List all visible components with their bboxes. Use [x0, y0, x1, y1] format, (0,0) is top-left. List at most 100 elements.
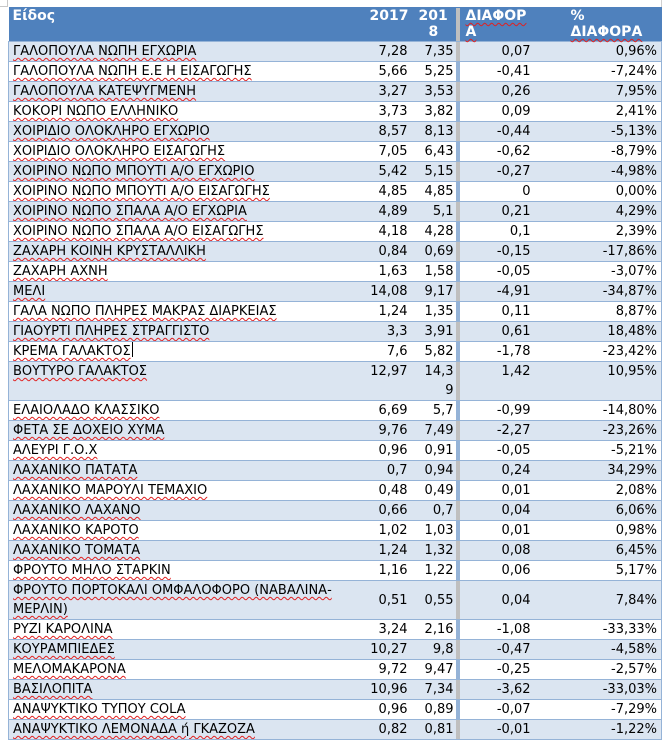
difference-cell[interactable]: -1,78: [459, 341, 563, 362]
price-2017-cell[interactable]: 3,27: [341, 81, 413, 102]
price-2017-cell[interactable]: 1,02: [341, 520, 413, 541]
difference-cell[interactable]: 0,07: [459, 41, 563, 62]
price-2017-cell[interactable]: 10,96: [341, 679, 413, 700]
header-item[interactable]: Είδος: [8, 7, 342, 42]
percent-difference-cell[interactable]: -7,29%: [562, 699, 662, 720]
percent-difference-cell[interactable]: -4,98%: [562, 161, 662, 182]
percent-difference-cell[interactable]: -3,07%: [562, 261, 662, 282]
price-2018-cell[interactable]: 0,49: [412, 480, 456, 501]
item-name-cell[interactable]: ΛΑΧΑΝΙΚΟ ΚΑΡΟΤΟ: [8, 520, 342, 541]
percent-difference-cell[interactable]: -2,57%: [562, 659, 662, 680]
difference-cell[interactable]: -2,27: [459, 420, 563, 441]
percent-difference-cell[interactable]: 2,39%: [562, 221, 662, 242]
price-2017-cell[interactable]: 1,24: [341, 540, 413, 561]
price-2017-cell[interactable]: 0,96: [341, 440, 413, 461]
percent-difference-cell[interactable]: -5,13%: [562, 121, 662, 142]
price-2017-cell[interactable]: 5,66: [341, 61, 413, 82]
difference-cell[interactable]: -0,62: [459, 141, 563, 162]
difference-cell[interactable]: -0,07: [459, 699, 563, 720]
price-2017-cell[interactable]: 10,27: [341, 639, 413, 660]
price-2017-cell[interactable]: 9,76: [341, 420, 413, 441]
price-2017-cell[interactable]: 5,42: [341, 161, 413, 182]
item-name-cell[interactable]: ΛΑΧΑΝΙΚΟ ΤΟΜΑΤΑ: [8, 540, 342, 561]
difference-cell[interactable]: 0,1: [459, 221, 563, 242]
percent-difference-cell[interactable]: 2,41%: [562, 101, 662, 122]
price-2017-cell[interactable]: 3,3: [341, 321, 413, 342]
item-name-cell[interactable]: ΑΛΕΥΡΙ Γ.Ο.Χ: [8, 440, 342, 461]
price-2017-cell[interactable]: 1,63: [341, 261, 413, 282]
price-2018-cell[interactable]: 5,82: [412, 341, 456, 362]
price-2018-cell[interactable]: 3,91: [412, 321, 456, 342]
price-2018-cell[interactable]: 1,35: [412, 301, 456, 322]
price-2018-cell[interactable]: 9,47: [412, 659, 456, 680]
percent-difference-cell[interactable]: 18,48%: [562, 321, 662, 342]
item-name-cell[interactable]: ΖΑΧΑΡΗ ΑΧΝΗ: [8, 261, 342, 282]
price-2018-cell[interactable]: 6,43: [412, 141, 456, 162]
price-2017-cell[interactable]: 4,85: [341, 181, 413, 202]
item-name-cell[interactable]: ΛΑΧΑΝΙΚΟ ΜΑΡΟΥΛΙ ΤΕΜΑΧΙΟ: [8, 480, 342, 501]
difference-cell[interactable]: 0,01: [459, 480, 563, 501]
price-2017-cell[interactable]: 1,16: [341, 560, 413, 581]
difference-cell[interactable]: 0,21: [459, 201, 563, 222]
item-name-cell[interactable]: ΕΛΑΙΟΛΑΔΟ ΚΛΑΣΣΙΚΟ: [8, 400, 342, 421]
price-2018-cell[interactable]: 0,89: [412, 699, 456, 720]
price-2018-cell[interactable]: 5,25: [412, 61, 456, 82]
price-2017-cell[interactable]: 0,7: [341, 460, 413, 481]
percent-difference-cell[interactable]: -34,87%: [562, 281, 662, 302]
header-2018[interactable]: 201 8: [412, 7, 456, 42]
price-2017-cell[interactable]: 3,24: [341, 619, 413, 640]
difference-cell[interactable]: -0,44: [459, 121, 563, 142]
difference-cell[interactable]: -3,62: [459, 679, 563, 700]
percent-difference-cell[interactable]: 34,29%: [562, 460, 662, 481]
price-2017-cell[interactable]: 12,97: [341, 361, 413, 401]
percent-difference-cell[interactable]: -7,24%: [562, 61, 662, 82]
item-name-cell[interactable]: ΑΝΑΨΥΚΤΙΚΟ ΤΥΠΟΥ COLA: [8, 699, 342, 720]
price-2018-cell[interactable]: 0,81: [412, 719, 456, 740]
price-2018-cell[interactable]: 7,34: [412, 679, 456, 700]
item-name-cell[interactable]: ΛΑΧΑΝΙΚΟ ΛΑΧΑΝΟ: [8, 500, 342, 521]
difference-cell[interactable]: 0,08: [459, 540, 563, 561]
price-2017-cell[interactable]: 4,18: [341, 221, 413, 242]
difference-cell[interactable]: 0,04: [459, 500, 563, 521]
item-name-cell[interactable]: ΜΕΛΙ: [8, 281, 342, 302]
percent-difference-cell[interactable]: -8,79%: [562, 141, 662, 162]
difference-cell[interactable]: 1,42: [459, 361, 563, 401]
percent-difference-cell[interactable]: -23,42%: [562, 341, 662, 362]
item-name-cell[interactable]: ΓΑΛΟΠΟΥΛΑ ΝΩΠΗ ΕΓΧΩΡΙΑ: [8, 41, 342, 62]
price-2018-cell[interactable]: 3,53: [412, 81, 456, 102]
percent-difference-cell[interactable]: 4,29%: [562, 201, 662, 222]
item-name-cell[interactable]: ΑΝΑΨΥΚΤΙΚΟ ΛΕΜΟΝΑΔΑ ή ΓΚΑΖΟΖΑ: [8, 719, 342, 740]
percent-difference-cell[interactable]: 0,96%: [562, 41, 662, 62]
percent-difference-cell[interactable]: 7,84%: [562, 580, 662, 620]
price-2017-cell[interactable]: 0,96: [341, 699, 413, 720]
price-2018-cell[interactable]: 2,16: [412, 619, 456, 640]
price-2018-cell[interactable]: 1,03: [412, 520, 456, 541]
item-name-cell[interactable]: ΖΑΧΑΡΗ ΚΟΙΝΗ ΚΡΥΣΤΑΛΛΙΚΗ: [8, 241, 342, 262]
price-2017-cell[interactable]: 0,51: [341, 580, 413, 620]
difference-cell[interactable]: -1,08: [459, 619, 563, 640]
percent-difference-cell[interactable]: 6,45%: [562, 540, 662, 561]
difference-cell[interactable]: 0,06: [459, 560, 563, 581]
item-name-cell[interactable]: ΚΟΥΡΑΜΠΙΕΔΕΣ: [8, 639, 342, 660]
price-2017-cell[interactable]: 7,28: [341, 41, 413, 62]
percent-difference-cell[interactable]: 0,00%: [562, 181, 662, 202]
price-2018-cell[interactable]: 1,22: [412, 560, 456, 581]
difference-cell[interactable]: -0,25: [459, 659, 563, 680]
price-2018-cell[interactable]: 9,8: [412, 639, 456, 660]
item-name-cell[interactable]: ΧΟΙΡΙΝΟ ΝΩΠΟ ΣΠΑΛΑ Α/Ο ΕΙΣΑΓΩΓΗΣ: [8, 221, 342, 242]
price-2018-cell[interactable]: 1,58: [412, 261, 456, 282]
price-2017-cell[interactable]: 8,57: [341, 121, 413, 142]
item-name-cell[interactable]: ΦΕΤΑ ΣΕ ΔΟΧΕΙΟ ΧΥΜΑ: [8, 420, 342, 441]
price-2018-cell[interactable]: 3,82: [412, 101, 456, 122]
price-2017-cell[interactable]: 1,24: [341, 301, 413, 322]
difference-cell[interactable]: -0,15: [459, 241, 563, 262]
item-name-cell[interactable]: ΒΟΥΤΥΡΟ ΓΑΛΑΚΤΟΣ: [8, 361, 342, 401]
price-2018-cell[interactable]: 9,17: [412, 281, 456, 302]
percent-difference-cell[interactable]: -33,33%: [562, 619, 662, 640]
difference-cell[interactable]: 0,01: [459, 520, 563, 541]
price-2018-cell[interactable]: 0,91: [412, 440, 456, 461]
difference-cell[interactable]: 0,11: [459, 301, 563, 322]
difference-cell[interactable]: -0,01: [459, 719, 563, 740]
price-2017-cell[interactable]: 14,08: [341, 281, 413, 302]
difference-cell[interactable]: -0,27: [459, 161, 563, 182]
